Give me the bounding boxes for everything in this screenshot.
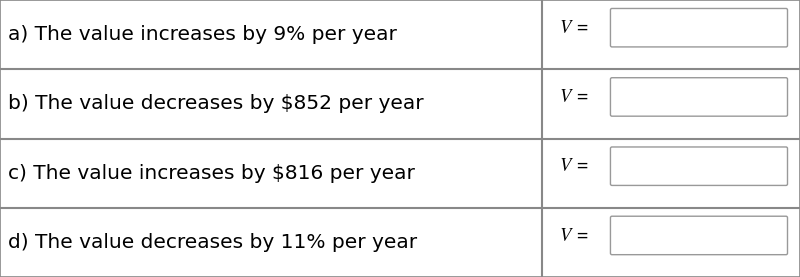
FancyBboxPatch shape [610,78,787,116]
Text: V =: V = [561,226,590,245]
Text: c) The value increases by $816 per year: c) The value increases by $816 per year [8,164,415,183]
FancyBboxPatch shape [610,9,787,47]
FancyBboxPatch shape [610,147,787,185]
Text: V =: V = [561,157,590,175]
Text: b) The value decreases by $852 per year: b) The value decreases by $852 per year [8,94,424,113]
Text: a) The value increases by 9% per year: a) The value increases by 9% per year [8,25,397,44]
Text: V =: V = [561,88,590,106]
FancyBboxPatch shape [610,216,787,255]
Text: V =: V = [561,19,590,37]
Text: d) The value decreases by 11% per year: d) The value decreases by 11% per year [8,233,417,252]
